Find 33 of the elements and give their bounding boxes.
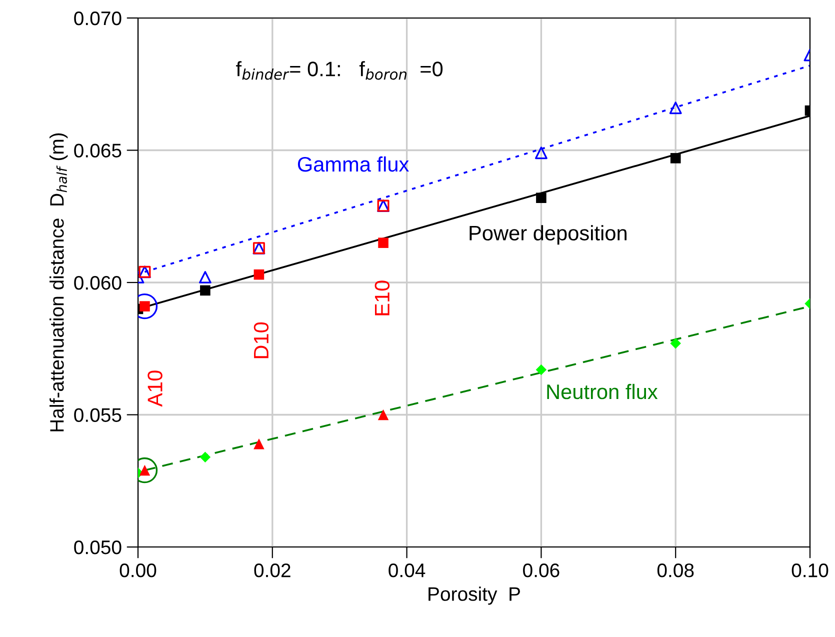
x-axis-title: Porosity P bbox=[428, 586, 520, 605]
point bbox=[670, 338, 681, 349]
point bbox=[536, 192, 546, 204]
y-tick-label: 0.070 bbox=[74, 11, 122, 26]
x-tick-label: 0.10 bbox=[792, 563, 828, 578]
x-tick-label: 0.00 bbox=[120, 563, 156, 578]
x-tick-label: 0.06 bbox=[523, 563, 560, 578]
annotation: D10 bbox=[254, 322, 269, 358]
point bbox=[200, 452, 211, 462]
y-tick-label: 0.050 bbox=[74, 540, 122, 554]
y-axis-title: Half-attenuation distance D$_{half}$ (m) bbox=[50, 133, 68, 432]
point bbox=[198, 270, 212, 284]
annotation: A10 bbox=[148, 370, 162, 407]
series-label: Gamma flux bbox=[298, 156, 409, 172]
series-label: Neutron flux bbox=[547, 384, 658, 400]
point bbox=[254, 269, 264, 280]
point bbox=[378, 238, 388, 248]
annotation: E10 bbox=[374, 280, 390, 316]
x-tick-label: 0.08 bbox=[657, 563, 694, 578]
y-tick-label: 0.060 bbox=[74, 276, 122, 290]
y-tick-label: 0.065 bbox=[74, 144, 122, 158]
point bbox=[536, 364, 547, 376]
point bbox=[670, 153, 681, 164]
x-tick-label: 0.02 bbox=[254, 563, 290, 578]
y-tick-label: 0.055 bbox=[74, 408, 122, 422]
point bbox=[669, 102, 682, 114]
annotation: f$_{binder}$= 0.1: f$_{boron}$ =0 bbox=[236, 61, 443, 80]
point bbox=[200, 285, 210, 296]
point bbox=[378, 409, 389, 420]
point bbox=[534, 146, 548, 160]
point bbox=[254, 438, 264, 450]
x-tick-label: 0.04 bbox=[388, 563, 426, 578]
series-label: Power deposition bbox=[470, 225, 626, 245]
